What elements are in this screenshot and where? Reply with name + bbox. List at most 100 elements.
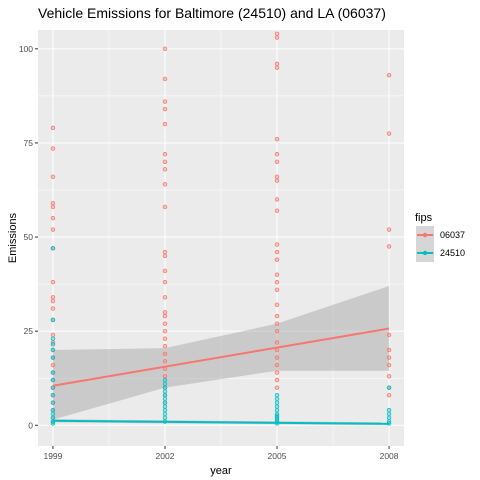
point-06037 [386,362,392,368]
point-06037 [50,200,56,206]
point-06037 [386,392,392,398]
point-24510 [50,347,56,353]
point-24510 [162,389,168,394]
fit-line-06037 [52,327,390,387]
point-06037 [386,347,392,353]
point-24510 [162,415,168,420]
legend-label-24510: 24510 [440,248,465,258]
point-06037 [50,227,56,232]
y-tick-label: 100 [19,44,33,54]
point-06037 [274,385,280,390]
grid-major [38,30,404,446]
point-06037 [274,321,280,326]
point-06037 [162,182,168,187]
point-06037 [162,280,168,285]
point-24510 [162,396,168,402]
point-06037 [162,167,168,172]
point-06037 [274,242,280,247]
point-24510 [50,385,56,390]
point-06037 [162,152,168,157]
point-06037 [162,313,168,319]
point-06037 [162,321,168,326]
point-24510 [50,342,56,347]
point-06037 [274,159,280,164]
point-24510 [274,404,280,409]
point-06037 [50,332,56,338]
x-tick-label: 2008 [380,451,399,461]
point-24510 [274,408,280,413]
point-06037 [386,332,392,338]
point-06037 [162,336,168,341]
point-06037 [50,174,56,180]
point-06037 [386,355,392,360]
point-24510 [50,408,56,413]
point-06037 [274,136,280,142]
point-06037 [386,131,392,136]
x-tick-label: 2002 [156,451,175,461]
point-06037 [274,313,280,319]
y-tick-label: 0 [28,420,33,430]
point-06037 [162,295,168,300]
point-24510 [162,392,168,398]
point-24510 [50,421,56,426]
point-06037 [386,244,392,249]
point-06037 [274,370,280,375]
point-06037 [50,306,56,311]
point-06037 [274,152,280,157]
point-06037 [50,146,56,151]
point-24510 [50,392,56,398]
x-tick-label: 2005 [268,451,287,461]
point-06037 [162,106,168,112]
y-axis-title: Emissions [7,212,19,263]
point-06037 [162,76,168,82]
point-24510 [50,246,56,251]
fit-lines [52,327,390,425]
point-06037 [162,46,168,52]
point-24510 [162,381,168,387]
point-06037 [274,377,280,383]
point-06037 [274,61,280,67]
point-24510 [50,415,56,420]
point-06037 [274,328,280,334]
point-06037 [50,125,56,131]
point-06037 [50,204,56,210]
point-06037 [274,362,280,368]
point-06037 [274,35,280,40]
point-06037 [162,359,168,364]
x-axis: 1999 2002 2005 2008 [43,446,399,461]
point-24510 [162,404,168,409]
chart-title: Vehicle Emissions for Baltimore (24510) … [38,5,386,21]
point-06037 [162,268,168,274]
y-tick-label: 50 [24,232,34,242]
point-06037 [162,204,168,210]
point-24510 [50,336,56,341]
x-tick-label: 1999 [43,451,62,461]
point-06037 [162,351,168,356]
point-24510 [162,377,168,383]
point-24510 [162,400,168,405]
point-06037 [274,257,280,262]
point-06037 [274,340,280,345]
point-24510 [162,408,168,413]
point-06037 [274,65,280,70]
legend-point-24510 [422,250,428,256]
x-axis-title: year [210,465,232,477]
point-06037 [162,328,168,334]
point-06037 [162,159,168,164]
point-06037 [50,295,56,300]
point-06037 [50,362,56,368]
point-06037 [162,99,168,104]
y-tick-label: 75 [24,138,34,148]
point-06037 [274,287,280,292]
point-06037 [274,178,280,183]
point-24510 [274,392,280,398]
point-24510 [50,377,56,383]
point-06037 [274,174,280,180]
point-06037 [274,208,280,213]
point-24510 [386,385,392,390]
point-06037 [274,280,280,285]
y-axis: 0 25 50 75 100 [19,44,38,430]
point-24510 [274,400,280,405]
point-24510 [386,415,392,420]
